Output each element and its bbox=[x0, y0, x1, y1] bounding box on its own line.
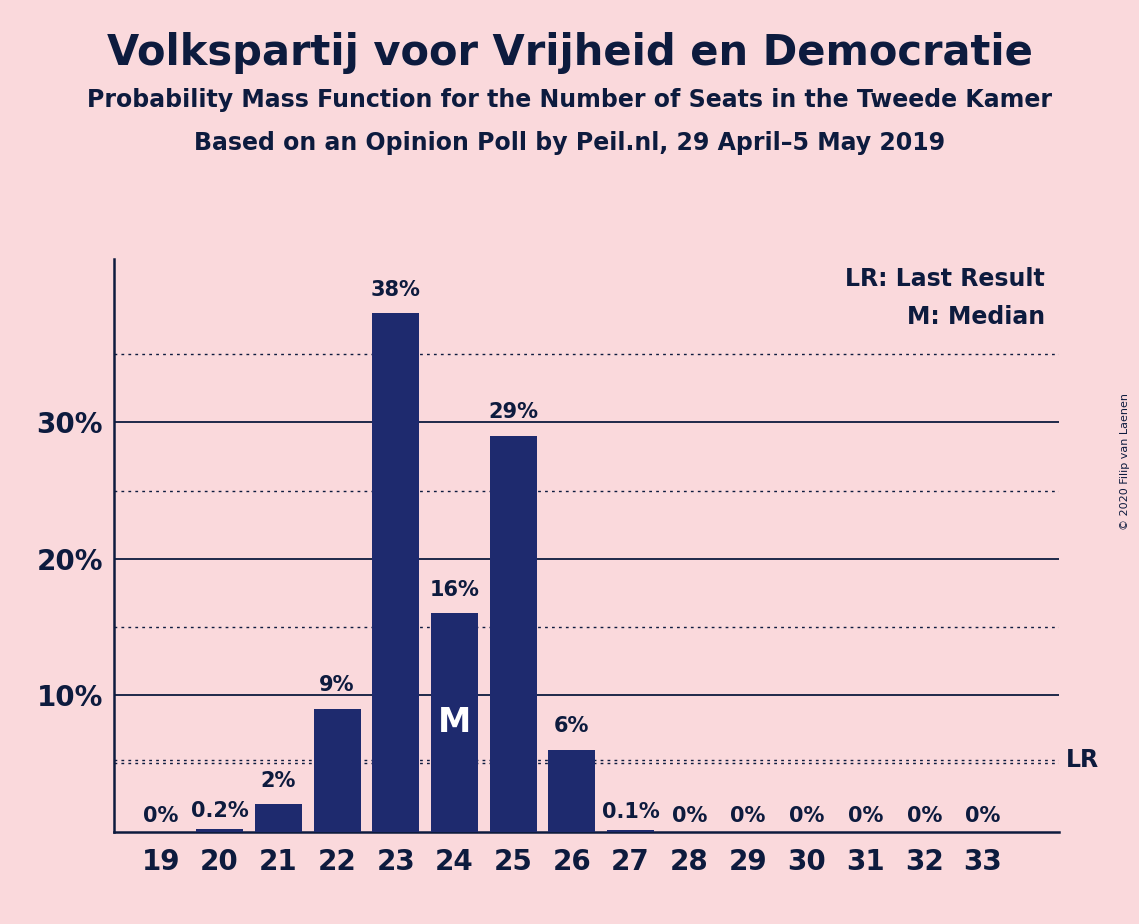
Text: 0%: 0% bbox=[144, 806, 179, 826]
Text: Probability Mass Function for the Number of Seats in the Tweede Kamer: Probability Mass Function for the Number… bbox=[87, 88, 1052, 112]
Text: 0%: 0% bbox=[730, 806, 765, 826]
Text: 0%: 0% bbox=[789, 806, 825, 826]
Bar bbox=[431, 614, 478, 832]
Bar bbox=[490, 436, 536, 832]
Text: 9%: 9% bbox=[319, 675, 354, 695]
Text: Based on an Opinion Poll by Peil.nl, 29 April–5 May 2019: Based on an Opinion Poll by Peil.nl, 29 … bbox=[194, 131, 945, 155]
Text: 16%: 16% bbox=[429, 579, 480, 600]
Bar bbox=[548, 749, 596, 832]
Text: 0%: 0% bbox=[965, 806, 1001, 826]
Text: 0%: 0% bbox=[847, 806, 883, 826]
Bar bbox=[372, 313, 419, 832]
Text: M: Median: M: Median bbox=[907, 305, 1046, 329]
Text: 6%: 6% bbox=[555, 716, 590, 736]
Text: 29%: 29% bbox=[489, 402, 539, 422]
Bar bbox=[607, 831, 654, 832]
Text: LR: LR bbox=[1066, 748, 1099, 772]
Text: 2%: 2% bbox=[261, 771, 296, 791]
Text: LR: Last Result: LR: Last Result bbox=[845, 267, 1046, 291]
Text: © 2020 Filip van Laenen: © 2020 Filip van Laenen bbox=[1121, 394, 1130, 530]
Bar bbox=[255, 804, 302, 832]
Text: M: M bbox=[437, 706, 472, 739]
Text: 0%: 0% bbox=[907, 806, 942, 826]
Text: 0.2%: 0.2% bbox=[190, 801, 248, 821]
Text: 38%: 38% bbox=[371, 280, 420, 299]
Bar bbox=[196, 829, 243, 832]
Text: Volkspartij voor Vrijheid en Democratie: Volkspartij voor Vrijheid en Democratie bbox=[107, 32, 1032, 74]
Bar bbox=[313, 709, 361, 832]
Text: 0%: 0% bbox=[672, 806, 707, 826]
Text: 0.1%: 0.1% bbox=[601, 802, 659, 822]
